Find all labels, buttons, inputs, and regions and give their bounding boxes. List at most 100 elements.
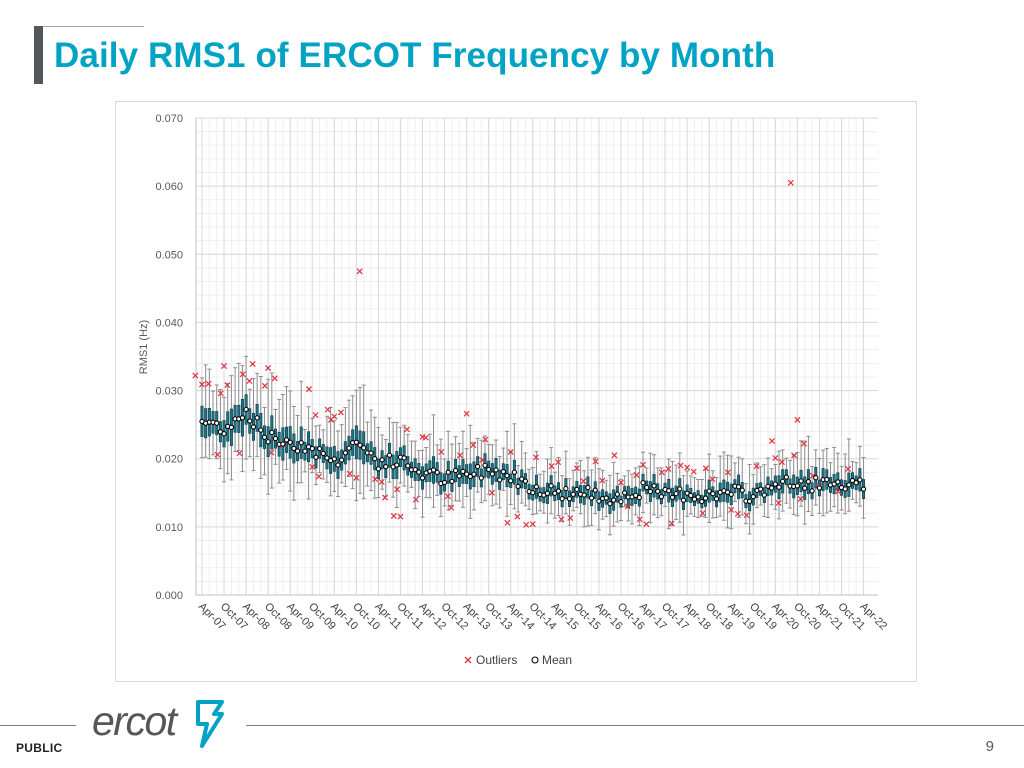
mean-marker xyxy=(519,476,525,482)
outlier-marker xyxy=(390,512,397,519)
outlier-marker xyxy=(529,521,536,528)
outlier-stroke xyxy=(479,457,486,464)
mean-marker xyxy=(614,491,620,497)
outlier-marker xyxy=(346,470,353,477)
mean-marker xyxy=(379,457,385,463)
mean-marker xyxy=(563,485,569,492)
outlier-stroke xyxy=(315,473,322,480)
outlier-marker xyxy=(787,179,794,186)
outlier-marker xyxy=(504,519,511,526)
outlier-stroke xyxy=(353,474,360,481)
mean-marker xyxy=(482,462,488,469)
outlier-marker xyxy=(699,510,706,517)
outlier-stroke xyxy=(611,452,618,459)
mean-marker xyxy=(243,406,249,413)
outlier-marker xyxy=(312,412,319,419)
outlier-stroke xyxy=(261,382,268,389)
footer-divider-right xyxy=(246,725,1024,726)
outlier-stroke xyxy=(665,465,672,472)
outlier-stroke xyxy=(529,521,536,528)
mean-marker xyxy=(452,467,459,474)
outlier-marker xyxy=(794,416,801,423)
mean-marker xyxy=(342,450,348,456)
mean-marker xyxy=(772,481,778,487)
mean-marker xyxy=(816,485,823,491)
outlier-stroke xyxy=(787,179,794,186)
mean-marker xyxy=(846,482,852,488)
outlier-stroke xyxy=(246,378,253,385)
mean-marker xyxy=(221,431,227,437)
mean-marker xyxy=(555,488,562,494)
outlier-marker xyxy=(567,514,574,522)
mean-marker xyxy=(636,494,643,501)
legend-label-mean: Mean xyxy=(542,653,572,667)
y-tick-label: 0.040 xyxy=(155,317,183,329)
outlier-marker xyxy=(643,521,650,528)
outlier-stroke xyxy=(394,486,401,493)
outlier-marker xyxy=(412,496,419,503)
outlier-stroke xyxy=(271,375,278,382)
mean-marker xyxy=(463,471,470,477)
outlier-stroke xyxy=(346,470,353,477)
outlier-stroke xyxy=(743,512,750,519)
y-tick-label: 0.050 xyxy=(155,249,183,261)
rms1-box-chart: 0.000 0.010 0.020 0.030 0.040 0.050 0.060 0.070… xyxy=(138,113,889,667)
outlier-marker xyxy=(372,476,379,483)
mean-marker xyxy=(489,471,495,477)
outlier-marker xyxy=(533,454,540,461)
mean-marker xyxy=(430,467,437,473)
legend-item-outliers: Outliers xyxy=(464,653,517,667)
outlier-marker xyxy=(324,406,331,413)
outlier-stroke xyxy=(533,454,540,461)
outlier-marker xyxy=(419,433,426,440)
mean-marker xyxy=(559,496,565,502)
mean-marker xyxy=(261,434,268,440)
outlier-stroke xyxy=(617,479,624,486)
mean-marker xyxy=(688,492,694,499)
outlier-stroke xyxy=(412,496,419,503)
mean-marker xyxy=(346,445,352,451)
y-tick-label: 0.070 xyxy=(155,113,183,125)
outlier-marker xyxy=(378,478,385,485)
outlier-stroke xyxy=(775,499,782,507)
outlier-marker xyxy=(265,365,272,372)
mean-marker xyxy=(769,485,775,491)
outlier-marker xyxy=(599,477,606,484)
mean-marker xyxy=(474,463,481,470)
outlier-marker xyxy=(724,469,731,476)
outlier-stroke xyxy=(470,442,477,449)
outlier-stroke xyxy=(312,412,319,419)
outlier-stroke xyxy=(633,472,640,479)
outlier-stroke xyxy=(702,465,709,472)
outlier-marker xyxy=(337,409,344,416)
mean-marker xyxy=(511,469,518,475)
outlier-marker xyxy=(617,479,624,486)
outlier-stroke xyxy=(599,477,606,484)
mean-marker xyxy=(695,494,701,500)
mean-marker xyxy=(548,483,554,489)
outlier-marker xyxy=(404,426,411,433)
legend-item-mean: Mean xyxy=(531,653,572,667)
outlier-stroke xyxy=(221,363,228,370)
mean-marker xyxy=(272,435,279,442)
outlier-stroke xyxy=(324,406,331,413)
mean-marker xyxy=(860,486,867,492)
chart-frame: 0.000 0.010 0.020 0.030 0.040 0.050 0.060 0.070… xyxy=(115,101,917,682)
outlier-stroke xyxy=(555,459,562,466)
mean-marker xyxy=(607,500,613,507)
outlier-stroke xyxy=(845,465,852,472)
outlier-marker xyxy=(797,495,804,502)
outlier-marker xyxy=(791,452,798,459)
legend-mean-marker xyxy=(531,656,539,664)
outlier-marker xyxy=(444,493,451,500)
mean-marker xyxy=(783,474,790,480)
mean-marker xyxy=(493,467,499,473)
mean-marker xyxy=(805,478,812,485)
outlier-marker xyxy=(239,371,246,378)
outlier-stroke xyxy=(356,268,363,275)
outlier-stroke xyxy=(636,516,643,523)
mean-marker xyxy=(331,456,337,462)
x-axis-tick-labels: Apr-07Oct-07Apr-08Oct-08Apr-09Oct-09Apr-… xyxy=(196,601,889,633)
outlier-marker xyxy=(507,448,514,455)
mean-marker xyxy=(361,445,367,451)
